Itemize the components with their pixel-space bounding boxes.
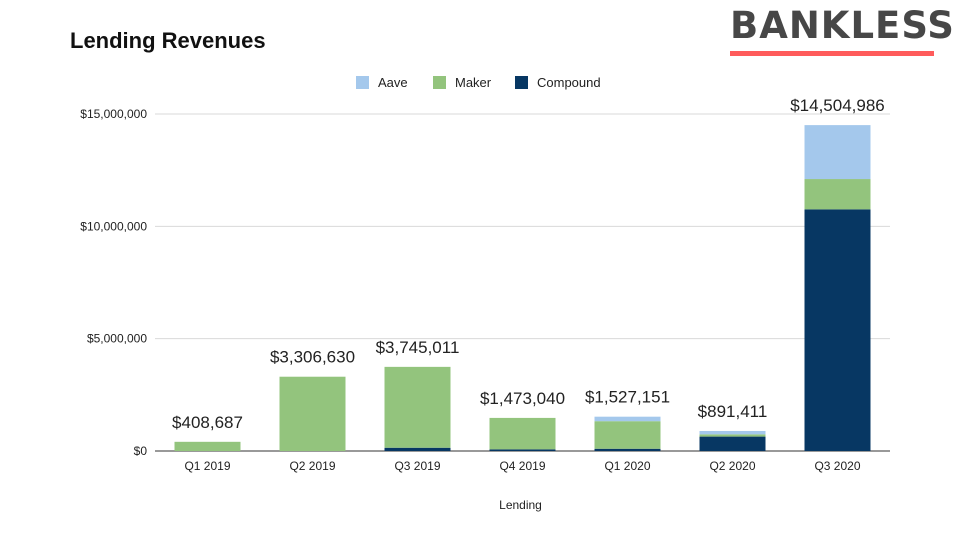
- bar-maker: [699, 434, 766, 437]
- x-axis-title: Lending: [499, 498, 542, 512]
- bar-compound: [489, 449, 556, 451]
- bar-compound: [699, 436, 766, 451]
- bar-total-label: $14,504,986: [790, 96, 885, 115]
- bar-total-label: $1,473,040: [480, 389, 565, 408]
- x-tick-label: Q1 2019: [184, 459, 230, 473]
- x-tick-label: Q3 2020: [814, 459, 860, 473]
- bar-maker: [489, 417, 556, 450]
- y-tick-label: $0: [134, 444, 148, 458]
- brand-name: BANKLESS: [730, 4, 955, 47]
- bar-compound: [384, 447, 451, 451]
- bar-maker: [384, 366, 451, 448]
- bar-total-label: $891,411: [698, 402, 768, 421]
- y-tick-label: $5,000,000: [87, 332, 147, 346]
- brand-underline: [730, 51, 934, 56]
- y-tick-label: $10,000,000: [80, 219, 147, 233]
- x-tick-label: Q4 2019: [499, 459, 545, 473]
- legend-label-compound: Compound: [537, 75, 601, 90]
- legend-swatch-maker: [433, 76, 446, 89]
- bar-maker: [594, 421, 661, 449]
- bar-aave: [804, 125, 871, 180]
- x-tick-label: Q2 2020: [709, 459, 755, 473]
- legend-swatch-compound: [515, 76, 528, 89]
- bar-total-label: $1,527,151: [585, 388, 670, 407]
- legend-label-maker: Maker: [455, 75, 492, 90]
- brand-logo: BANKLESS: [730, 4, 955, 56]
- legend-label-aave: Aave: [378, 75, 408, 90]
- x-tick-label: Q1 2020: [604, 459, 650, 473]
- x-tick-label: Q2 2019: [289, 459, 335, 473]
- bar-total-label: $3,306,630: [270, 348, 355, 367]
- bar-compound: [594, 448, 661, 451]
- chart-title: Lending Revenues: [70, 28, 266, 53]
- bar-aave: [699, 430, 766, 435]
- x-tick-label: Q3 2019: [394, 459, 440, 473]
- bar-compound: [804, 209, 871, 451]
- y-tick-label: $15,000,000: [80, 107, 147, 121]
- bar-maker: [279, 376, 346, 451]
- bar-total-label: $3,745,011: [376, 338, 460, 357]
- bar-maker: [174, 441, 241, 451]
- bar-maker: [804, 179, 871, 210]
- bar-aave: [594, 416, 661, 422]
- bar-total-label: $408,687: [172, 413, 243, 432]
- legend-swatch-aave: [356, 76, 369, 89]
